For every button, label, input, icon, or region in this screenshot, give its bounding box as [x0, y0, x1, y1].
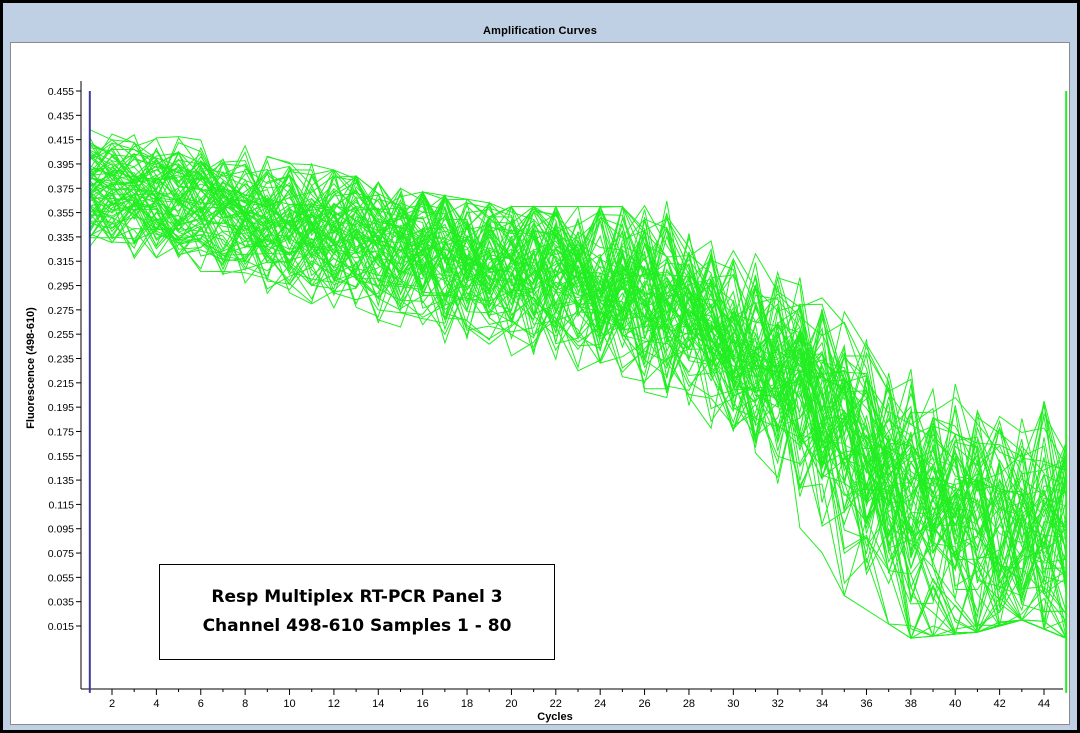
- x-tick-label: 24: [594, 698, 606, 710]
- y-tick-label: 0.295: [48, 281, 74, 293]
- curve-sample-73: [89, 129, 1067, 577]
- y-tick-label: 0.375: [48, 183, 74, 195]
- y-tick-label: 0.315: [48, 256, 74, 268]
- y-tick-label: 0.175: [48, 426, 74, 438]
- chart-title: Amplification Curves: [482, 25, 598, 37]
- curve-sample-37: [89, 156, 1067, 639]
- y-tick-label: 0.215: [48, 378, 74, 390]
- x-tick-label: 8: [242, 698, 248, 710]
- x-tick-label: 44: [1038, 698, 1050, 710]
- curve-sample-46: [89, 182, 1067, 629]
- curve-sample-41: [89, 162, 1067, 587]
- x-tick-label: 30: [727, 698, 739, 710]
- curve-sample-8: [89, 197, 1067, 639]
- x-tick-label: 42: [993, 698, 1005, 710]
- x-tick-label: 36: [860, 698, 872, 710]
- x-tick-label: 38: [905, 698, 917, 710]
- x-tick-label: 20: [505, 698, 517, 710]
- y-tick-label: 0.055: [48, 572, 74, 584]
- axes: 0.455 0.435 0.415 0.395 0.375 0.355 0.335 0.315…: [48, 81, 1067, 710]
- curve-sample-75: [89, 151, 1067, 586]
- y-tick-label: 0.355: [48, 208, 74, 220]
- y-tick-label: 0.075: [48, 548, 74, 560]
- curve-sample-70: [89, 191, 1067, 640]
- curve-sample-57: [89, 142, 1067, 587]
- x-tick-label: 26: [638, 698, 650, 710]
- annotation-box: Resp Multiplex RT-PCR Panel 3 Channel 49…: [159, 564, 555, 660]
- x-tick-label: 18: [461, 698, 473, 710]
- y-tick-label: 0.435: [48, 110, 74, 122]
- y-tick-label: 0.395: [48, 159, 74, 171]
- x-tick-label: 10: [283, 698, 295, 710]
- x-axis-label: Cycles: [537, 711, 572, 723]
- curve-sample-67: [89, 175, 1067, 559]
- curve-sample-77: [89, 172, 1067, 622]
- curve-sample-65: [89, 191, 1067, 639]
- curve-sample-74: [89, 158, 1067, 597]
- curve-sample-31: [89, 173, 1067, 639]
- x-tick-label: 6: [198, 698, 204, 710]
- y-tick-label: 0.155: [48, 451, 74, 463]
- curve-sample-54: [89, 197, 1067, 590]
- y-tick-label: 0.195: [48, 402, 74, 414]
- curve-sample-58: [89, 192, 1067, 561]
- curve-sample-43: [89, 193, 1067, 555]
- x-tick-label: 14: [372, 698, 384, 710]
- curve-sample-79: [89, 167, 1067, 586]
- curve-sample-71: [89, 191, 1067, 601]
- curve-sample-80: [89, 153, 1067, 563]
- x-tick-label: 4: [153, 698, 159, 710]
- labels-layer: Fluorescence (498-610) Cycles: [25, 307, 573, 723]
- x-tick-label: 12: [328, 698, 340, 710]
- amplification-chart: 0.455 0.435 0.415 0.395 0.375 0.355 0.335 0.315…: [25, 81, 1068, 723]
- x-tick-label: 22: [550, 698, 562, 710]
- curve-sample-76: [89, 133, 1067, 551]
- y-axis-label: Fluorescence (498-610): [25, 307, 37, 429]
- x-tick-label: 34: [816, 698, 828, 710]
- curves-layer: [89, 129, 1067, 640]
- x-tick-label: 2: [109, 698, 115, 710]
- x-tick-label: 16: [417, 698, 429, 710]
- annotation-line-1: Resp Multiplex RT-PCR Panel 3: [211, 587, 503, 607]
- curve-sample-62: [89, 204, 1067, 575]
- annotation-line-2: Channel 498-610 Samples 1 - 80: [202, 616, 512, 636]
- y-tick-label: 0.235: [48, 354, 74, 366]
- markers-layer: [88, 91, 1068, 693]
- y-tick-label: 0.335: [48, 232, 74, 244]
- curve-sample-66: [89, 188, 1067, 613]
- y-tick-label: 0.015: [48, 621, 74, 633]
- x-tick-label: 32: [772, 698, 784, 710]
- curve-sample-56: [89, 142, 1067, 639]
- y-tick-label: 0.035: [48, 597, 74, 609]
- curve-sample-69: [89, 152, 1067, 639]
- y-tick-label: 0.255: [48, 329, 74, 341]
- y-tick-label: 0.455: [48, 86, 74, 98]
- curve-sample-78: [89, 189, 1067, 639]
- y-tick-label: 0.115: [49, 499, 75, 511]
- x-tick-label: 40: [949, 698, 961, 710]
- plot-panel: 0.455 0.435 0.415 0.395 0.375 0.355 0.335 0.315…: [10, 42, 1070, 725]
- curve-sample-55: [89, 212, 1067, 630]
- y-tick-label: 0.095: [48, 524, 74, 536]
- curve-sample-22: [89, 152, 1067, 586]
- x-tick-label: 28: [683, 698, 695, 710]
- y-tick-label: 0.275: [48, 305, 74, 317]
- y-tick-label: 0.415: [48, 135, 74, 147]
- y-tick-label: 0.135: [48, 475, 74, 487]
